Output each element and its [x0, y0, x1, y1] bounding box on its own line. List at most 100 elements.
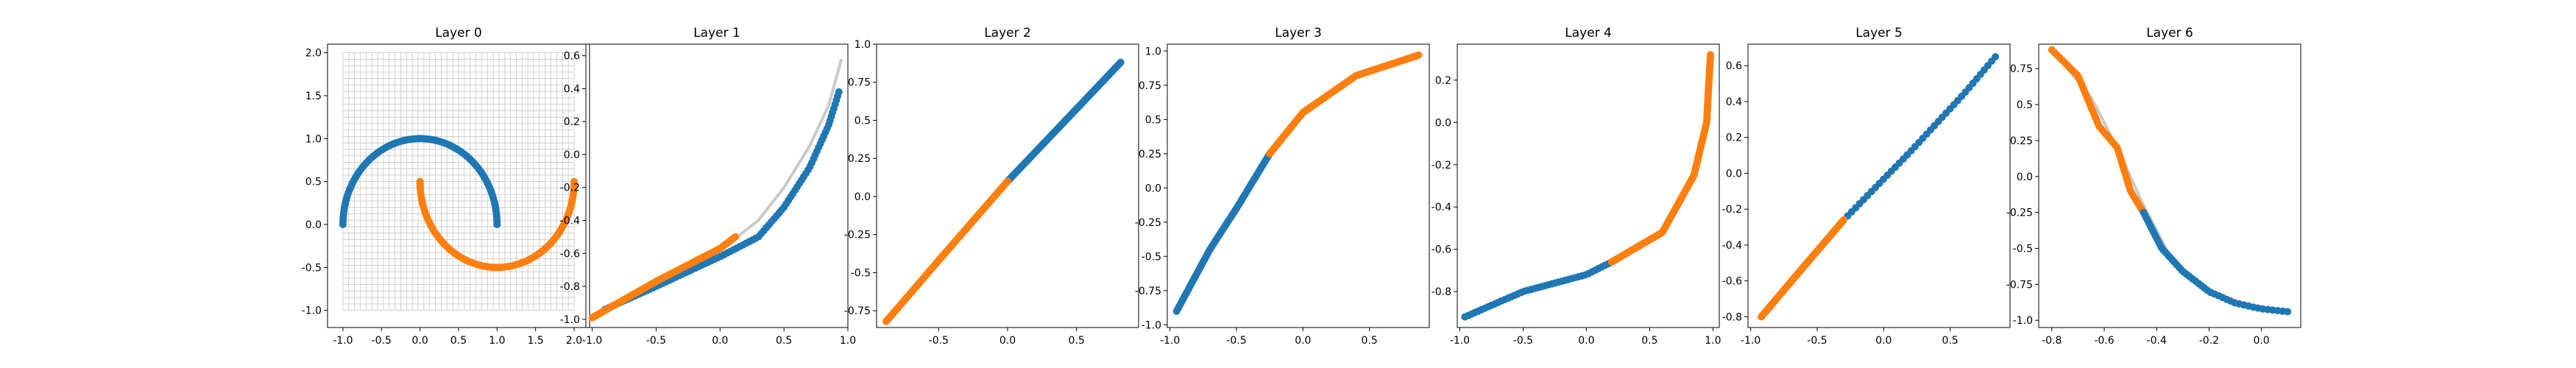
y-tick-label: 0.0	[854, 191, 871, 203]
y-tick-label: 1.0	[305, 133, 322, 145]
y-tick-label: -0.6	[560, 248, 580, 260]
y-tick-label: -0.25	[844, 230, 871, 241]
y-tick-label: -1.0	[1142, 319, 1161, 331]
x-tick-label: -0.8	[2042, 335, 2062, 347]
scatter-series-orange	[588, 233, 740, 322]
chart-panel-4: Layer 4 -1.0 -0.5 0.0 0.5 1.0 -0.8 -0.6 -0.4 -0.2…	[1432, 26, 1722, 347]
x-tick-label: 0.0	[999, 335, 1016, 347]
scatter-point	[1992, 53, 2000, 61]
y-tick-label: 0.75	[2010, 63, 2033, 75]
x-tick-label: -0.5	[372, 335, 392, 347]
y-tick-label: 0.0	[1726, 168, 1742, 180]
y-tick-label: 2.0	[305, 48, 322, 60]
y-tick-label: -0.75	[2006, 279, 2033, 291]
chart-panel-3: Layer 3 -1.0 -0.5 0.0 0.5 -1.0 -0.75 -0.5 -0.25 0…	[1135, 26, 1430, 347]
y-tick-label: 0.6	[1726, 60, 1742, 72]
scatter-point	[339, 221, 347, 228]
y-tick-label: -0.8	[1432, 286, 1451, 298]
chart-title: Layer 0	[435, 26, 482, 40]
y-tick-label: -0.6	[1432, 244, 1451, 256]
scatter-series-orange	[1266, 51, 1423, 158]
x-tick-label: 0.0	[1578, 335, 1594, 347]
y-tick-label: 0.25	[1139, 149, 1161, 160]
chart-panel-5: Layer 5 -1.0 -0.5 0.0 0.5 -0.8 -0.6 -0.4 -0.2 0.0…	[1722, 26, 2011, 347]
y-tick-label: 1.5	[305, 91, 322, 102]
scatter-point	[2284, 308, 2292, 316]
x-tick-label: 0.0	[2253, 335, 2269, 347]
y-tick-label: -0.4	[1722, 240, 1742, 252]
scatter-series-blue	[339, 135, 501, 228]
y-tick-label: -0.6	[1722, 276, 1742, 288]
y-tick-label: 0.2	[564, 116, 580, 128]
y-tick-label: -0.2	[1432, 160, 1451, 171]
y-tick-label: -0.4	[1432, 202, 1451, 213]
scatter-series-blue	[1004, 58, 1125, 185]
y-tick-label: 0.5	[305, 177, 322, 188]
chart-title: Layer 5	[1855, 26, 1903, 40]
x-tick-label: 0.5	[1942, 335, 1958, 347]
y-tick-label: 1.0	[1145, 46, 1161, 57]
x-tick-label: -0.6	[2094, 335, 2114, 347]
scatter-point	[1004, 177, 1011, 185]
y-tick-label: 0.0	[1145, 183, 1161, 194]
scatter-point	[1415, 51, 1423, 59]
y-tick-label: -0.2	[560, 183, 580, 194]
scatter-series-blue	[2140, 208, 2292, 316]
x-tick-label: 1.0	[1705, 335, 1721, 347]
x-tick-label: 0.0	[1295, 335, 1311, 347]
axes-frame	[1747, 43, 2011, 328]
y-tick-label: 1.0	[854, 39, 871, 51]
scatter-series-orange	[416, 177, 578, 272]
y-tick-label: 0.75	[1139, 80, 1161, 92]
scatter-point	[1117, 58, 1125, 66]
y-tick-label: 0.6	[564, 51, 580, 63]
x-tick-label: -0.2	[2199, 335, 2219, 347]
axes-frame	[1167, 43, 1430, 328]
axes-frame	[2038, 43, 2301, 328]
y-tick-label: -0.8	[1722, 311, 1742, 323]
x-tick-label: 0.0	[412, 335, 428, 347]
y-tick-label: 0.4	[1726, 96, 1742, 108]
y-tick-label: -0.75	[844, 305, 871, 317]
y-tick-label: -0.5	[2013, 244, 2033, 255]
scatter-point	[732, 233, 740, 241]
y-tick-label: 0.0	[305, 219, 322, 231]
chart-panel-1: Layer 1 -1.0 -0.5 0.0 0.5 1.0 -1.0 -0.8 -0.6 -0.4…	[560, 26, 856, 347]
chart-title: Layer 1	[693, 26, 740, 40]
x-tick-label: 0.5	[1069, 335, 1085, 347]
x-tick-label: -0.5	[1226, 335, 1246, 347]
x-tick-label: 1.0	[489, 335, 505, 347]
manifold-line	[591, 58, 843, 321]
x-tick-label: -1.0	[1450, 335, 1470, 347]
y-tick-label: 0.4	[564, 83, 580, 95]
chart-title: Layer 4	[1565, 26, 1612, 40]
y-tick-label: 0.0	[2017, 171, 2033, 183]
x-tick-label: -1.0	[1160, 335, 1180, 347]
y-tick-label: -1.0	[560, 314, 580, 326]
x-tick-label: 0.5	[450, 335, 467, 347]
scatter-series-orange	[2048, 46, 2148, 216]
scatter-series-blue	[601, 88, 843, 314]
y-tick-label: 0.5	[854, 115, 871, 127]
scatter-point	[1707, 51, 1714, 59]
x-tick-label: 2.0	[566, 335, 582, 347]
y-tick-label: -0.5	[1142, 251, 1161, 263]
scatter-series-orange	[1758, 216, 1848, 321]
x-tick-label: -1.0	[582, 335, 602, 347]
scatter-series-orange	[882, 177, 1011, 325]
chart-title: Layer 2	[984, 26, 1031, 40]
x-tick-label: -0.4	[2147, 335, 2167, 347]
y-tick-label: 0.5	[1145, 114, 1161, 126]
axes-frame	[585, 43, 849, 328]
y-tick-label: 0.25	[848, 153, 871, 165]
chart-title: Layer 6	[2146, 26, 2193, 40]
x-tick-label: -0.5	[1513, 335, 1533, 347]
y-tick-label: -1.0	[2013, 315, 2033, 327]
y-tick-label: 0.25	[2010, 135, 2033, 147]
chart-panel-6: Layer 6 -0.8 -0.6 -0.4 -0.2 0.0 -1.0 -0.75 -0.5 -…	[2006, 26, 2301, 347]
y-tick-label: 0.5	[2017, 99, 2033, 111]
x-tick-label: -1.0	[1741, 335, 1761, 347]
scatter-series-blue	[1840, 53, 2000, 224]
x-tick-label: -0.5	[929, 335, 949, 347]
